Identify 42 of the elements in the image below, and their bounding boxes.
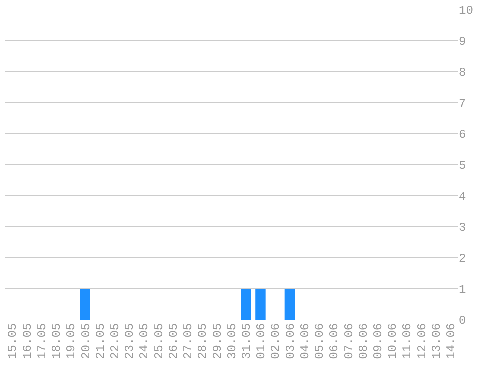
- x-tick-label: 11.06: [400, 323, 415, 360]
- x-tick-label: 20.05: [79, 323, 94, 360]
- x-tick-label: 19.05: [64, 323, 79, 360]
- x-tick-label: 29.05: [210, 323, 225, 360]
- x-tick-label: 27.05: [182, 323, 196, 360]
- x-tick-label: 26.05: [166, 323, 181, 360]
- y-tick-label: 7: [459, 97, 466, 112]
- x-tick-label: 10.06: [386, 323, 400, 360]
- x-tick-label: 02.06: [269, 323, 284, 360]
- x-tick-label: 15.05: [6, 323, 20, 360]
- x-tick-label: 23.05: [123, 323, 138, 360]
- x-tick-label: 21.05: [94, 323, 108, 360]
- x-tick-label: 13.06: [430, 323, 444, 360]
- y-tick-label: 4: [459, 190, 466, 204]
- x-tick-label: 04.06: [298, 323, 312, 360]
- x-tick-label: 16.05: [20, 323, 35, 360]
- x-tick-label: 03.06: [284, 323, 298, 360]
- x-tick-label: 18.05: [50, 323, 64, 360]
- x-tick-label: 05.06: [313, 323, 328, 360]
- y-tick-label: 8: [459, 66, 466, 80]
- x-tick-label: 08.06: [356, 323, 371, 360]
- x-tick-label: 01.06: [254, 323, 269, 360]
- y-tick-label: 5: [459, 159, 466, 174]
- x-tick-label: 17.05: [35, 323, 50, 360]
- x-tick-label: 25.05: [152, 323, 166, 360]
- y-tick-label: 1: [459, 283, 466, 298]
- y-tick-label: 2: [459, 252, 466, 266]
- y-tick-label: 0: [459, 314, 466, 328]
- x-tick-label: 24.05: [138, 323, 152, 360]
- x-tick-label: 14.06: [444, 323, 459, 360]
- y-tick-label: 9: [459, 35, 466, 50]
- x-tick-label: 22.05: [108, 323, 122, 360]
- x-tick-label: 09.06: [372, 323, 386, 360]
- y-tick-label: 10: [459, 4, 474, 18]
- x-tick-label: 30.05: [225, 323, 240, 360]
- x-tick-label: 31.05: [240, 323, 254, 360]
- x-tick-label: 06.06: [328, 323, 342, 360]
- x-tick-label: 12.06: [415, 323, 430, 360]
- y-tick-label: 3: [459, 221, 466, 236]
- y-tick-label: 6: [459, 128, 466, 142]
- x-tick-label: 07.06: [342, 323, 356, 360]
- x-tick-label: 28.05: [196, 323, 210, 360]
